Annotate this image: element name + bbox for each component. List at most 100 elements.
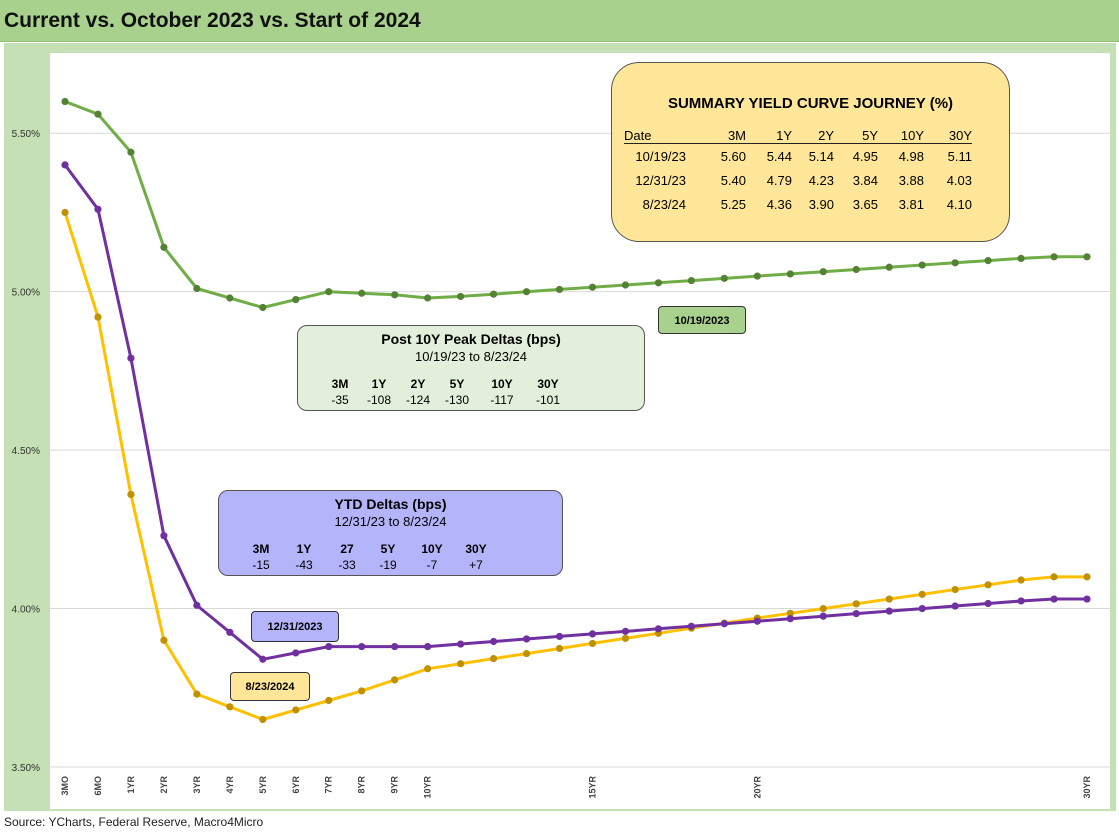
data-point-oct	[687, 276, 695, 285]
data-point-oct	[621, 281, 630, 289]
data-point-dec	[259, 655, 267, 663]
data-point-dec	[720, 620, 728, 628]
data-point-aug	[1017, 576, 1025, 584]
post-peak-value: -101	[535, 393, 561, 407]
data-point-dec	[424, 642, 432, 651]
data-point-oct	[852, 265, 860, 274]
data-point-aug	[984, 581, 992, 589]
data-point-aug	[1083, 573, 1091, 581]
post-peak-value: -124	[405, 393, 431, 407]
post-peak-header: 2Y	[410, 377, 426, 391]
data-point-oct	[226, 294, 234, 302]
ytd-title: YTD Deltas (bps)	[334, 496, 447, 512]
ytd-value: -7	[426, 558, 438, 572]
summary-cell: 8/23/24	[642, 196, 686, 212]
x-tick-label: 4YR	[225, 776, 235, 794]
data-point-dec	[489, 637, 498, 646]
data-point-dec	[127, 354, 135, 362]
data-point-oct	[885, 263, 893, 271]
y-tick-label: 5.50%	[12, 129, 40, 140]
summary-cell: 4.95	[852, 148, 878, 164]
post-peak-deltas-box: Post 10Y Peak Deltas (bps) 10/19/23 to 8…	[297, 325, 645, 411]
data-point-dec	[621, 627, 630, 635]
data-point-oct	[555, 285, 564, 294]
data-point-oct	[819, 268, 827, 276]
post-peak-value: -117	[490, 393, 514, 407]
data-point-aug	[951, 585, 959, 594]
data-point-aug	[786, 609, 794, 617]
ytd-header: 10Y	[421, 542, 443, 556]
data-point-dec	[819, 612, 827, 620]
ytd-header: 1Y	[296, 542, 312, 556]
ytd-deltas-box: YTD Deltas (bps) 12/31/23 to 8/23/24 3M …	[218, 490, 563, 576]
ytd-value: -33	[338, 558, 356, 572]
x-tick-label: 9YR	[390, 776, 400, 794]
data-point-aug	[391, 676, 399, 684]
series-label-aug-2024: 8/23/2024	[230, 672, 310, 701]
title-bar: Current vs. October 2023 vs. Start of 20…	[0, 0, 1119, 42]
data-point-dec	[160, 532, 168, 540]
data-point-dec	[918, 604, 926, 613]
summary-box: SUMMARY YIELD CURVE JOURNEY (%) Date 3M …	[611, 62, 1010, 242]
x-tick-label: 8YR	[357, 776, 367, 794]
data-point-dec	[984, 599, 992, 608]
x-tick-label: 20YR	[752, 776, 762, 799]
data-point-aug	[885, 595, 893, 603]
post-peak-table: 3M 1Y 2Y 5Y 10Y 30Y -35 -108 -124 -130 -…	[322, 376, 570, 408]
source-note: Source: YCharts, Federal Reserve, Macro4…	[4, 815, 264, 829]
summary-cell: 4.03	[946, 172, 972, 188]
series-line-dec	[63, 164, 1087, 661]
data-point-oct	[1050, 253, 1058, 261]
data-point-oct	[1017, 254, 1025, 262]
summary-cell: 3.65	[852, 196, 878, 212]
ytd-value: -43	[295, 558, 313, 572]
y-tick-label: 5.00%	[12, 288, 40, 299]
data-point-dec	[687, 622, 695, 630]
data-point-aug	[522, 649, 531, 658]
summary-cell: 3.90	[808, 196, 834, 212]
ytd-value: -19	[379, 558, 397, 572]
data-point-aug	[489, 655, 498, 663]
data-point-oct	[951, 259, 959, 267]
data-point-dec	[852, 610, 860, 618]
post-peak-title: Post 10Y Peak Deltas (bps)	[381, 331, 561, 347]
data-point-oct	[984, 257, 992, 265]
data-point-oct	[358, 289, 366, 297]
data-point-dec	[951, 602, 959, 610]
post-peak-header: 10Y	[491, 377, 513, 391]
summary-cell: 12/31/23	[635, 172, 686, 188]
summary-cell: 5.40	[720, 172, 746, 188]
summary-cell: 4.98	[898, 148, 924, 164]
x-tick-label: 15YR	[587, 776, 597, 799]
x-tick-label: 30YR	[1082, 776, 1092, 799]
x-tick-label: 5YR	[258, 776, 268, 794]
y-tick-label: 4.00%	[12, 605, 40, 616]
data-point-dec	[1083, 595, 1091, 603]
data-point-dec	[193, 601, 201, 609]
ytd-subtitle: 12/31/23 to 8/23/24	[334, 514, 447, 529]
data-point-oct	[160, 243, 168, 251]
summary-title: SUMMARY YIELD CURVE JOURNEY (%)	[667, 95, 954, 112]
data-point-aug	[292, 706, 300, 714]
summary-cell: 3.81	[898, 196, 924, 212]
summary-header-30y: 30Y	[924, 127, 972, 144]
ytd-header: 3M	[252, 542, 270, 556]
ytd-header: 27	[340, 542, 354, 556]
data-point-dec	[555, 632, 564, 641]
data-point-dec	[1017, 597, 1025, 605]
data-point-oct	[918, 261, 926, 269]
summary-header-1y: 1Y	[746, 127, 792, 144]
summary-cell: 4.79	[766, 172, 792, 188]
data-point-aug	[193, 690, 201, 698]
data-point-aug	[127, 490, 135, 499]
data-point-oct	[654, 279, 663, 287]
summary-cell: 4.10	[946, 196, 972, 212]
data-point-oct	[94, 110, 102, 118]
series-label-oct-2023: 10/19/2023	[658, 306, 746, 334]
post-peak-header: 5Y	[449, 377, 465, 391]
data-point-dec	[885, 607, 893, 615]
summary-cell: 3.88	[898, 172, 924, 188]
x-tick-label: 3MO	[60, 776, 70, 796]
summary-cell: 5.11	[947, 148, 972, 164]
